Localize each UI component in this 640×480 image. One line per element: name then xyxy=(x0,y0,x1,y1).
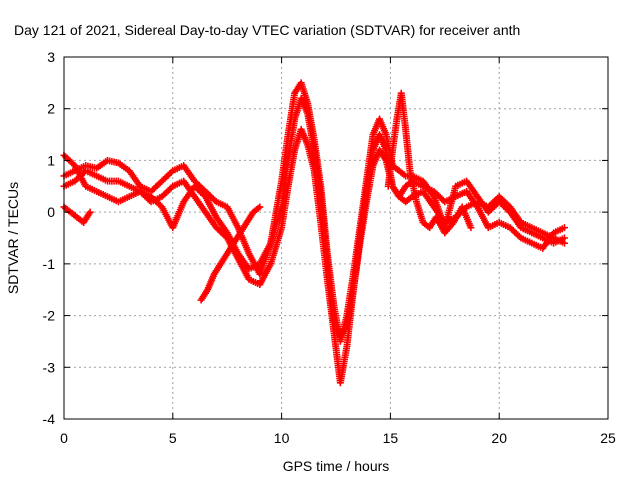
x-tick-label: 10 xyxy=(274,430,290,446)
x-tick-label: 0 xyxy=(60,430,68,446)
data-point-marker xyxy=(256,203,264,211)
data-marks xyxy=(60,79,568,387)
y-tick-label: -3 xyxy=(43,359,56,375)
y-tick-label: 0 xyxy=(47,204,55,220)
data-point-marker xyxy=(86,208,94,216)
y-tick-label: -4 xyxy=(43,411,56,427)
data-point-marker xyxy=(467,224,475,232)
series-trace-c xyxy=(60,125,568,387)
y-tick-label: -2 xyxy=(43,308,56,324)
y-tick-label: 3 xyxy=(47,49,55,65)
y-tick-label: -1 xyxy=(43,256,56,272)
y-axis-label: SDTVAR / TECUs xyxy=(5,182,21,294)
series-trace-d xyxy=(60,89,475,304)
axis-ticks: 0 5 10 15 20 25 -4 -3 -2 -1 0 1 2 3 xyxy=(43,49,616,446)
plot-frame xyxy=(63,56,609,420)
series-trace-b xyxy=(60,94,568,340)
x-axis-label: GPS time / hours xyxy=(283,458,390,474)
data-point-marker xyxy=(560,239,568,247)
y-tick-label: 1 xyxy=(47,152,55,168)
x-tick-label: 5 xyxy=(169,430,177,446)
chart-title: Day 121 of 2021, Sidereal Day-to-day VTE… xyxy=(14,22,520,38)
x-tick-label: 15 xyxy=(383,430,399,446)
data-point-marker xyxy=(560,224,568,232)
grid-lines xyxy=(64,57,608,419)
series-trace-a xyxy=(60,79,568,345)
y-tick-label: 2 xyxy=(47,101,55,117)
x-tick-label: 25 xyxy=(600,430,616,446)
x-tick-label: 20 xyxy=(491,430,507,446)
